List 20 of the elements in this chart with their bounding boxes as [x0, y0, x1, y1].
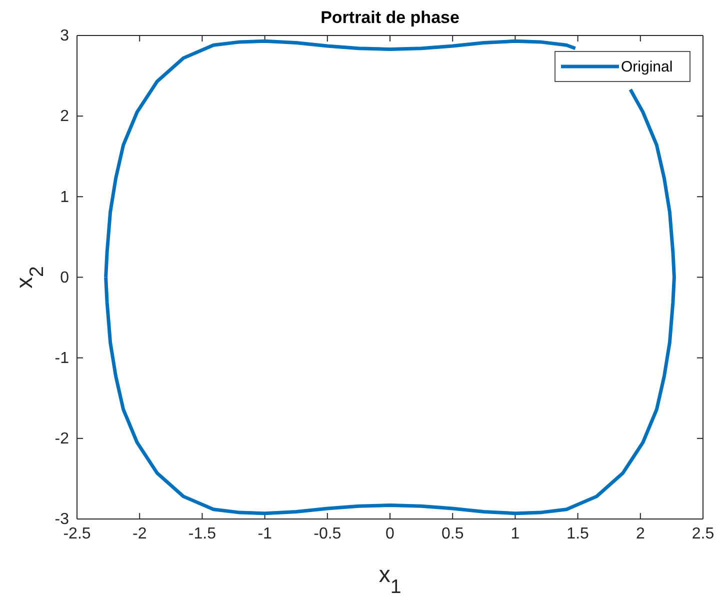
legend: Original	[554, 51, 690, 82]
y-tick-label: -2	[54, 430, 70, 448]
chart-title: Portrait de phase	[320, 8, 460, 27]
x-axis-title: x$_{1}$	[378, 561, 402, 596]
x-tick-label: -1.5	[188, 525, 216, 542]
x-tick-label: -0.5	[314, 525, 342, 542]
x-tick-label: 1.5	[566, 525, 590, 542]
y-tick-label: -1	[54, 350, 70, 367]
legend-label: Original	[621, 58, 673, 76]
x-tick-label: -2	[132, 525, 147, 542]
x-tick-label: 2.5	[692, 525, 714, 542]
x-tick-label: 2	[636, 525, 645, 542]
y-tick-label: 1	[60, 188, 70, 206]
x-tick-label: 1	[510, 525, 520, 542]
y-tick-label: 0	[60, 269, 70, 286]
x-tick-label: 0.5	[441, 525, 464, 542]
y-tick-label: 3	[60, 28, 70, 45]
y-tick-label: 2	[60, 108, 70, 126]
x-tick-label: -1	[258, 525, 272, 542]
x-tick-label: 0	[386, 525, 395, 542]
